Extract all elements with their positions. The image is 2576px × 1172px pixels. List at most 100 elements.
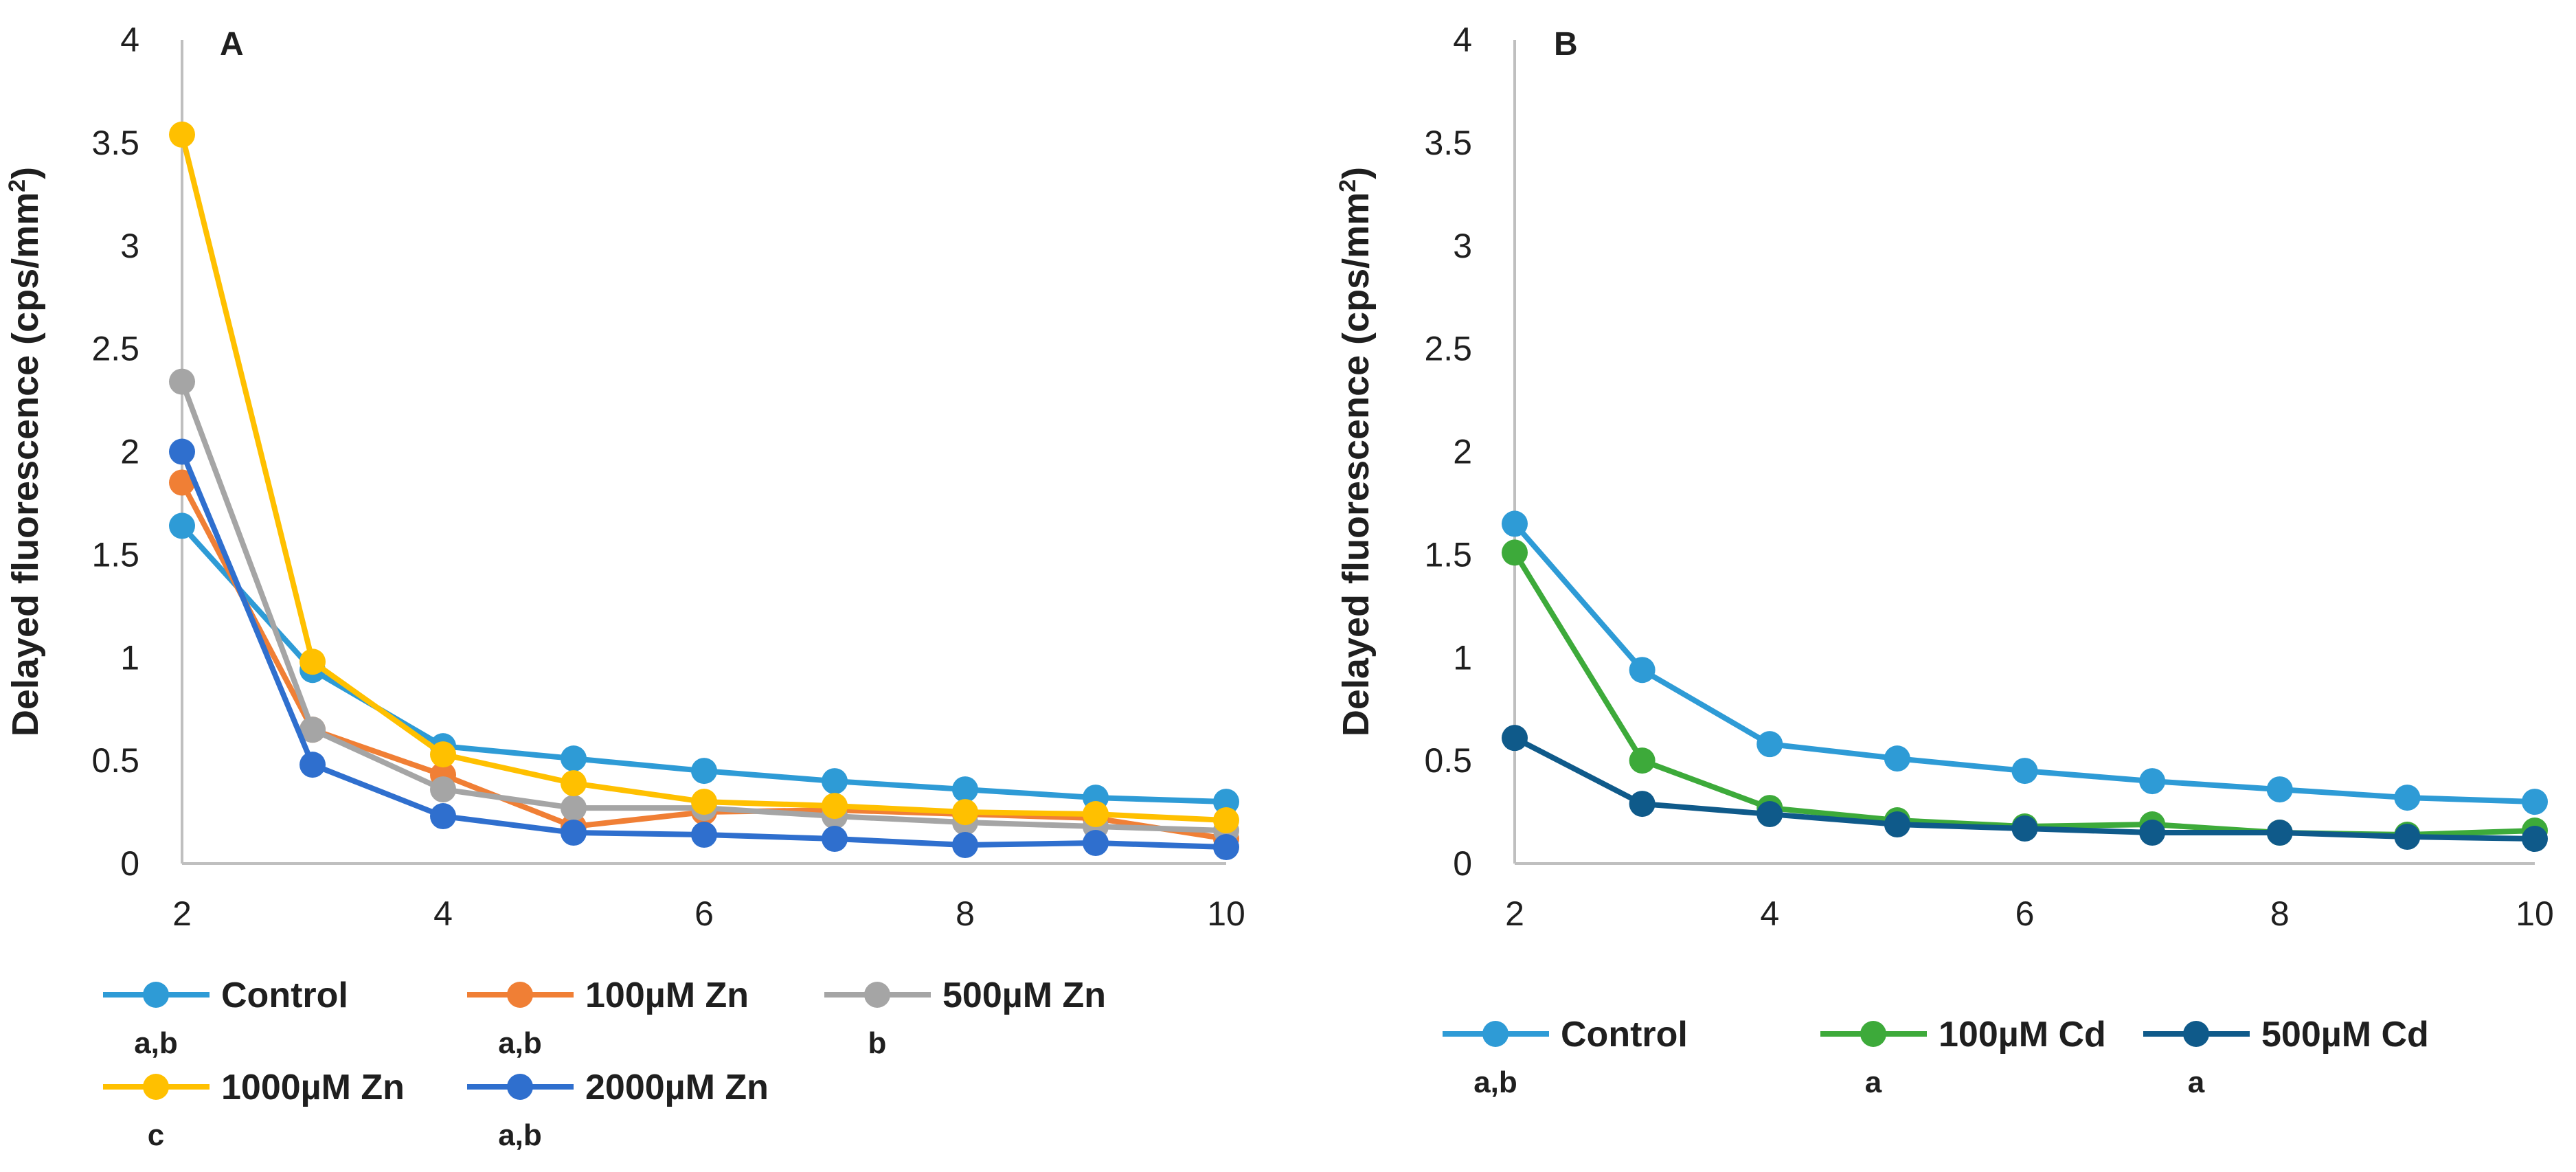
series-line bbox=[1512, 550, 2538, 838]
significance-letter: a,b bbox=[498, 1118, 542, 1152]
y-tick-label: 2 bbox=[120, 433, 139, 471]
legend-swatch-marker bbox=[143, 1074, 169, 1100]
x-tick-label: 4 bbox=[1760, 894, 1779, 933]
data-point bbox=[2011, 758, 2038, 785]
data-point bbox=[822, 793, 848, 820]
y-axis-title-superscript: 2 bbox=[4, 179, 30, 192]
data-point bbox=[1083, 830, 1109, 857]
series-line bbox=[179, 131, 1229, 824]
data-point bbox=[2139, 820, 2166, 846]
data-point bbox=[2394, 785, 2421, 811]
y-tick-label: 2.5 bbox=[91, 330, 139, 368]
x-tick-label: 10 bbox=[2516, 894, 2554, 933]
legend-swatch-marker bbox=[2183, 1021, 2209, 1047]
significance-letter: a bbox=[1865, 1066, 1882, 1099]
x-tick-label: 6 bbox=[694, 894, 714, 933]
series-2 bbox=[1502, 539, 2548, 848]
panel-label: A bbox=[220, 26, 244, 63]
significance-letter: a,b bbox=[1473, 1066, 1517, 1099]
x-tick-label: 2 bbox=[1505, 894, 1524, 933]
legend-swatch-marker bbox=[507, 982, 533, 1008]
y-tick-label: 1 bbox=[1453, 638, 1472, 677]
y-axis-title-superscript: 2 bbox=[1335, 179, 1361, 192]
data-point bbox=[952, 776, 978, 803]
x-tick-label: 4 bbox=[433, 894, 453, 933]
significance-letter: a,b bbox=[134, 1026, 178, 1060]
chart-panel-a: 0 0.5 1 1.5 2 2.5 3 3.5 4 2 4 6 8 10 A Delayed fluoresc… bbox=[4, 21, 1245, 1152]
legend-entry: 2000µM Zn a,b bbox=[467, 1068, 769, 1152]
legend-swatch-marker bbox=[143, 982, 169, 1008]
data-point bbox=[822, 768, 848, 795]
data-point bbox=[430, 803, 456, 830]
legend-entry: 500µM Cd a bbox=[2143, 1015, 2429, 1099]
data-point bbox=[1213, 807, 1239, 834]
data-point bbox=[1502, 725, 1528, 752]
y-tick-label: 1.5 bbox=[91, 535, 139, 574]
data-point bbox=[2266, 776, 2293, 803]
significance-letter: c bbox=[148, 1118, 164, 1152]
legend-label: 500µM Cd bbox=[2261, 1015, 2429, 1055]
y-axis-title: Delayed fluorescence (cps/mm2) bbox=[1335, 167, 1377, 736]
data-point bbox=[952, 799, 978, 826]
data-point bbox=[1756, 801, 1783, 828]
data-point bbox=[1213, 789, 1239, 815]
series-3 bbox=[1502, 725, 2548, 853]
legend-label: Control bbox=[1561, 1015, 1688, 1055]
data-point bbox=[561, 745, 587, 772]
legend-swatch-marker bbox=[507, 1074, 533, 1100]
data-point bbox=[1629, 791, 1656, 818]
x-tick-label: 8 bbox=[956, 894, 975, 933]
y-tick-label: 1 bbox=[120, 638, 139, 677]
x-tick-label: 10 bbox=[1207, 894, 1245, 933]
series-line bbox=[179, 480, 1229, 842]
data-point bbox=[691, 758, 717, 785]
legend-entry: 500µM Zn b bbox=[824, 976, 1106, 1060]
y-tick-label: 3.5 bbox=[1424, 124, 1472, 162]
y-tick-label: 3 bbox=[1453, 227, 1472, 265]
data-point bbox=[2266, 820, 2293, 846]
data-point bbox=[822, 826, 848, 853]
y-axis-title-close: ) bbox=[1335, 167, 1377, 179]
legend-label: Control bbox=[221, 976, 348, 1015]
y-axis-title-close: ) bbox=[5, 167, 46, 179]
legend-entry: Control a,b bbox=[1443, 1015, 1688, 1099]
data-point bbox=[300, 717, 326, 743]
x-tick-label: 2 bbox=[172, 894, 192, 933]
y-tick-label: 2 bbox=[1453, 433, 1472, 471]
data-point bbox=[2522, 826, 2548, 853]
series-4 bbox=[169, 121, 1239, 834]
series-line bbox=[179, 449, 1229, 850]
data-point bbox=[2011, 815, 2038, 842]
legend-label: 100µM Cd bbox=[1939, 1015, 2106, 1055]
data-point bbox=[300, 752, 326, 778]
significance-letter: a bbox=[2188, 1066, 2205, 1099]
data-point bbox=[2139, 768, 2166, 795]
y-tick-label: 1.5 bbox=[1424, 535, 1472, 574]
data-point bbox=[430, 741, 456, 768]
chart-panel-b: 0 0.5 1 1.5 2 2.5 3 3.5 4 2 4 6 8 10 B Delayed fluoresc… bbox=[1335, 21, 2554, 1099]
data-point bbox=[169, 438, 195, 465]
y-tick-label: 4 bbox=[1453, 21, 1472, 59]
data-point bbox=[1884, 745, 1910, 772]
legend-swatch-marker bbox=[864, 982, 890, 1008]
data-point bbox=[430, 776, 456, 803]
data-point bbox=[1502, 510, 1528, 537]
legend-entry: 100µM Cd a bbox=[1820, 1015, 2106, 1099]
significance-letter: b bbox=[868, 1026, 887, 1060]
x-tick-label: 8 bbox=[2270, 894, 2290, 933]
y-tick-label: 3.5 bbox=[91, 124, 139, 162]
y-axis-title: Delayed fluorescence (cps/mm2) bbox=[4, 167, 46, 736]
data-point bbox=[169, 512, 195, 539]
y-tick-label: 0.5 bbox=[1424, 741, 1472, 780]
legend-label: 2000µM Zn bbox=[585, 1068, 769, 1107]
legend-label: 500µM Zn bbox=[942, 976, 1106, 1015]
y-axis-title-main: Delayed fluorescence (cps/mm bbox=[5, 192, 46, 736]
data-point bbox=[1629, 747, 1656, 774]
data-point bbox=[561, 795, 587, 822]
legend-entry: Control a,b bbox=[103, 976, 348, 1060]
data-point bbox=[952, 832, 978, 859]
data-point bbox=[169, 121, 195, 148]
data-point bbox=[1756, 731, 1783, 758]
data-point bbox=[1213, 834, 1239, 861]
legend-entry: 100µM Zn a,b bbox=[467, 976, 749, 1060]
